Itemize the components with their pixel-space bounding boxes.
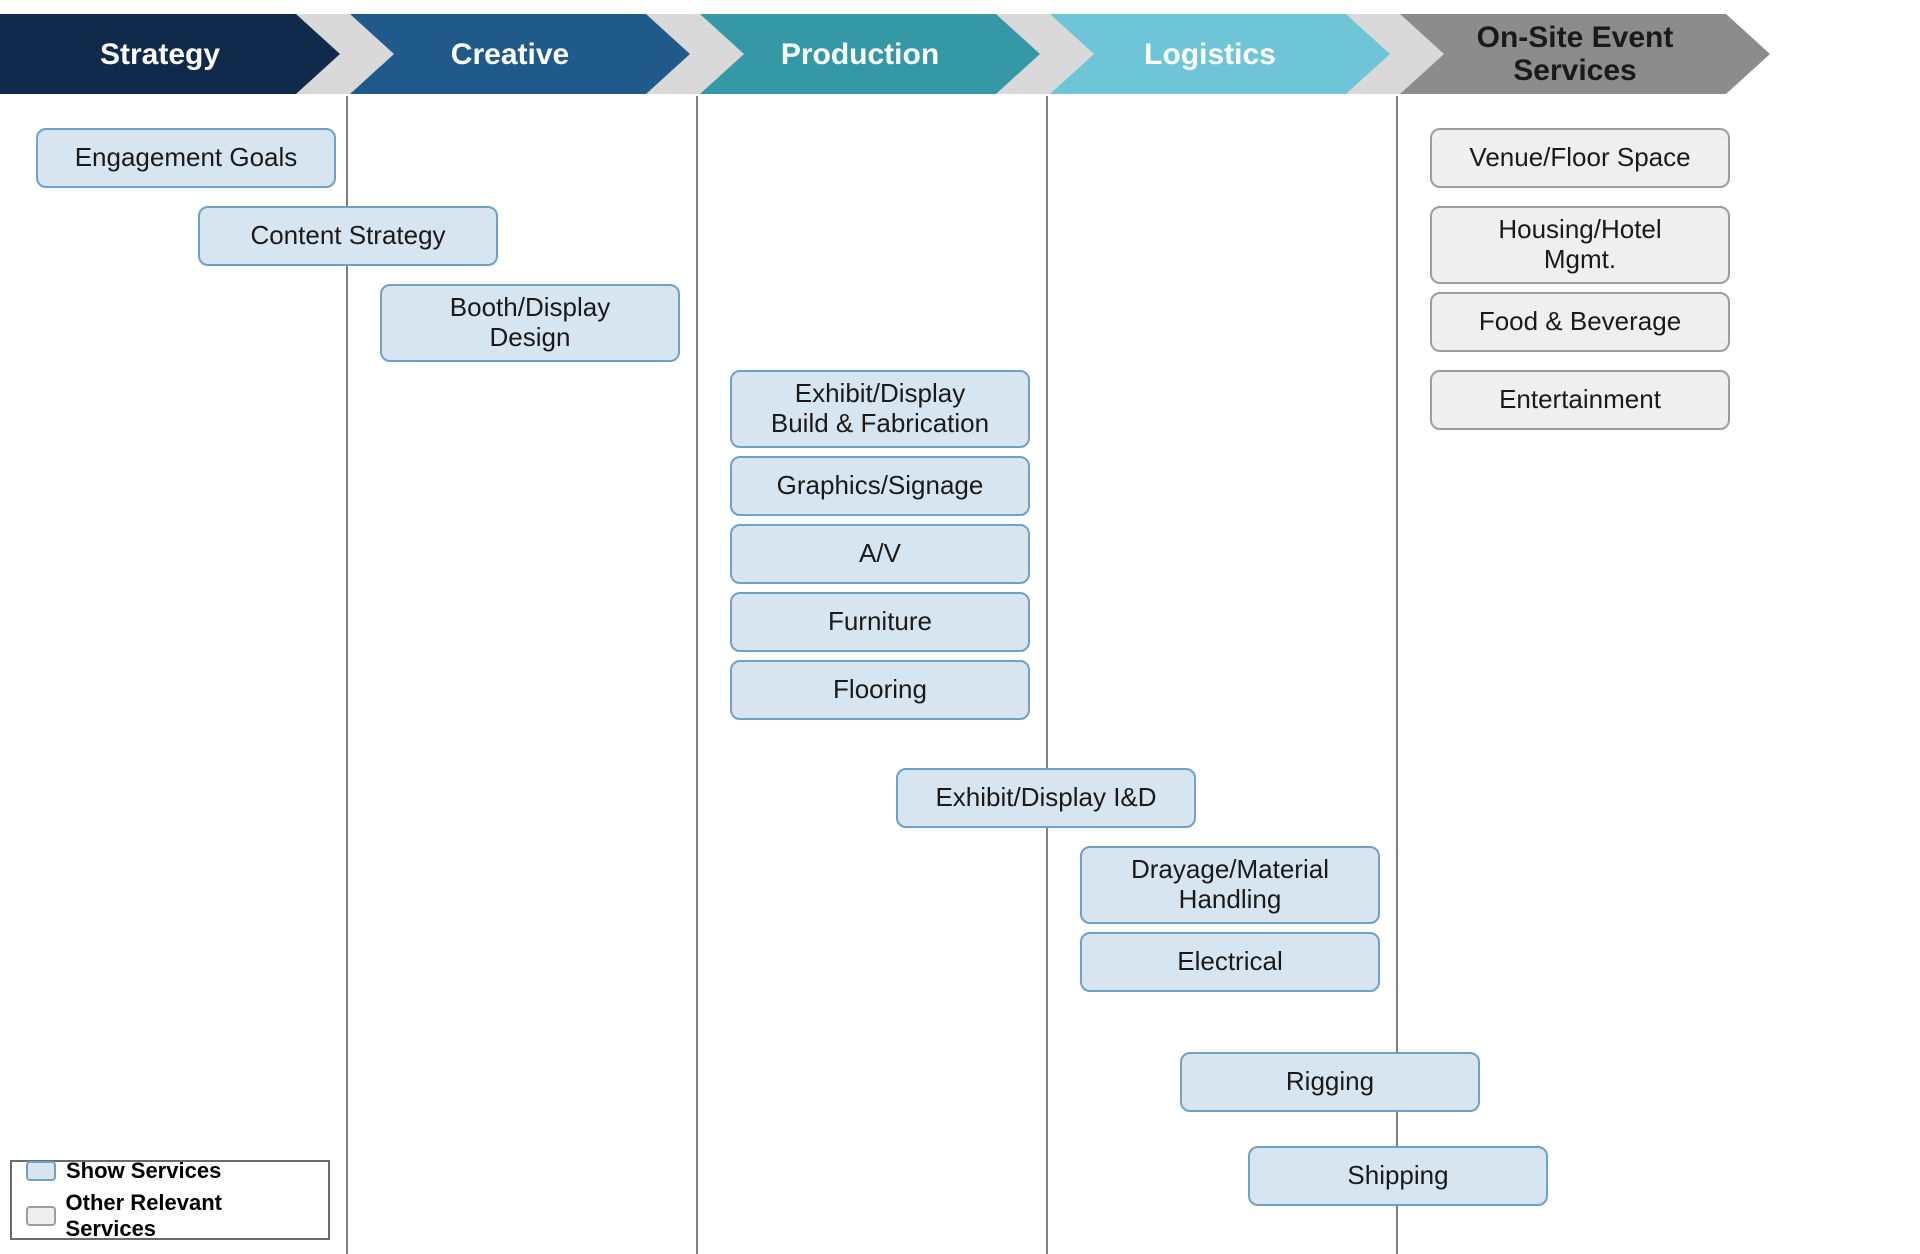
box-rigging: Rigging [1180,1052,1480,1112]
box-label: Exhibit/Display Build & Fabrication [771,379,989,439]
box-graphics-signage: Graphics/Signage [730,456,1030,516]
box-exhibit-build: Exhibit/Display Build & Fabrication [730,370,1030,448]
box-shipping: Shipping [1248,1146,1548,1206]
box-label: A/V [859,539,901,569]
box-label: Venue/Floor Space [1469,143,1690,173]
box-label: Booth/Display Design [450,293,610,353]
legend-item-other: Other Relevant Services [26,1190,314,1242]
column-divider-1 [696,96,698,1254]
box-label: Rigging [1286,1067,1374,1097]
header-production: Production [700,14,1040,94]
header-strategy: Strategy [0,14,340,94]
box-food-beverage: Food & Beverage [1430,292,1730,352]
header-creative: Creative [350,14,690,94]
legend-swatch [26,1206,56,1226]
box-label: Drayage/Material Handling [1131,855,1329,915]
box-label: Content Strategy [250,221,445,251]
box-content-strategy: Content Strategy [198,206,498,266]
box-label: Furniture [828,607,932,637]
column-divider-2 [1046,96,1048,1254]
column-divider-0 [346,96,348,1254]
header-logistics: Logistics [1050,14,1390,94]
box-label: Electrical [1177,947,1282,977]
box-label: Shipping [1347,1161,1448,1191]
legend-label: Other Relevant Services [66,1190,314,1242]
box-entertainment: Entertainment [1430,370,1730,430]
box-label: Engagement Goals [75,143,298,173]
box-exhibit-i-and-d: Exhibit/Display I&D [896,768,1196,828]
box-venue-floor-space: Venue/Floor Space [1430,128,1730,188]
box-furniture: Furniture [730,592,1030,652]
box-label: Flooring [833,675,927,705]
legend-swatch [26,1161,56,1181]
legend: Show Services Other Relevant Services [10,1160,330,1240]
box-flooring: Flooring [730,660,1030,720]
legend-item-show: Show Services [26,1158,314,1184]
box-label: Food & Beverage [1479,307,1681,337]
box-label: Housing/Hotel Mgmt. [1498,215,1661,275]
box-booth-display-design: Booth/Display Design [380,284,680,362]
box-av: A/V [730,524,1030,584]
box-housing-hotel: Housing/Hotel Mgmt. [1430,206,1730,284]
box-label: Exhibit/Display I&D [935,783,1156,813]
box-electrical: Electrical [1080,932,1380,992]
box-engagement-goals: Engagement Goals [36,128,336,188]
legend-label: Show Services [66,1158,221,1184]
box-drayage: Drayage/Material Handling [1080,846,1380,924]
header-onsite: On-Site Event Services [1400,14,1770,94]
box-label: Entertainment [1499,385,1661,415]
box-label: Graphics/Signage [777,471,984,501]
